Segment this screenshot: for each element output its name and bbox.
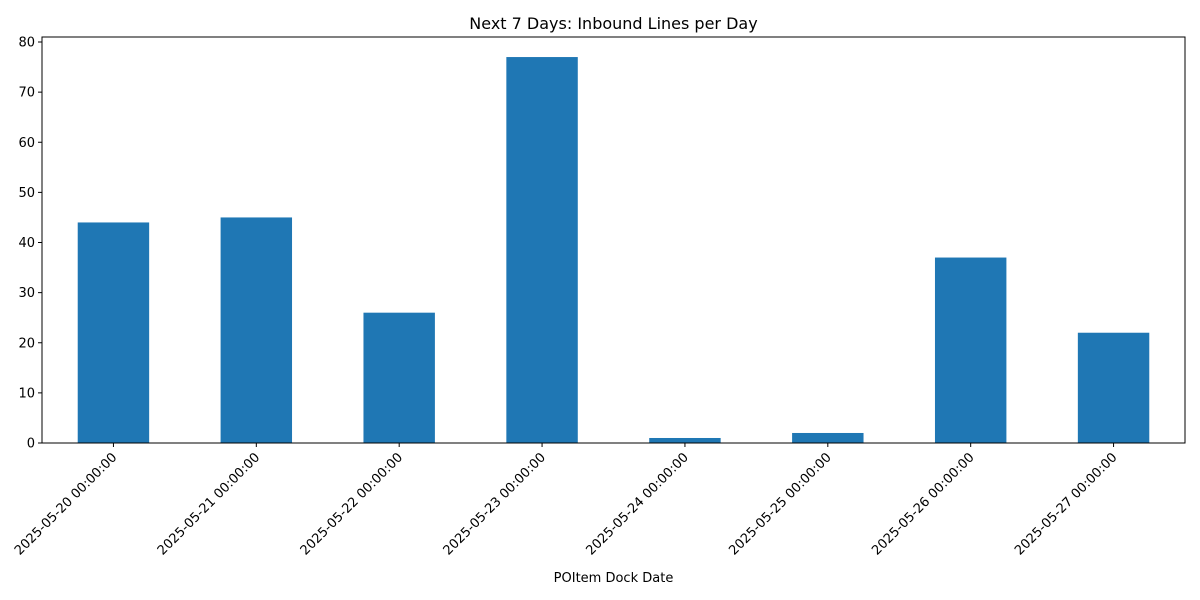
x-tick-label: 2025-05-20 00:00:00 (12, 450, 120, 558)
x-tick-label: 2025-05-26 00:00:00 (869, 450, 977, 558)
y-tick-label: 10 (18, 386, 35, 401)
x-tick-label: 2025-05-24 00:00:00 (584, 450, 692, 558)
x-tick-label: 2025-05-23 00:00:00 (441, 450, 549, 558)
y-tick-label: 30 (18, 286, 35, 301)
x-tick-label: 2025-05-25 00:00:00 (726, 450, 834, 558)
bar-2025-05-24 (649, 437, 721, 443)
x-tick-label: 2025-05-27 00:00:00 (1012, 450, 1120, 558)
bar-2025-05-22 (363, 312, 435, 443)
y-tick-label: 0 (27, 437, 35, 452)
bar-2025-05-23 (506, 57, 578, 444)
x-axis: 2025-05-20 00:00:00 2025-05-21 00:00:00 20… (12, 443, 1120, 558)
y-tick-label: 40 (18, 236, 35, 251)
chart-title: Next 7 Days: Inbound Lines per Day (469, 14, 757, 33)
plot-frame (41, 36, 1186, 444)
x-tick-label: 2025-05-22 00:00:00 (298, 450, 406, 558)
bar-2025-05-21 (220, 217, 293, 443)
x-tick-label: 2025-05-21 00:00:00 (155, 450, 263, 558)
y-axis: 0 10 20 30 40 50 60 70 80 (18, 36, 42, 452)
bars-group (77, 57, 1150, 444)
y-tick-label: 60 (18, 136, 35, 151)
bar-2025-05-27 (1077, 332, 1150, 443)
bar-2025-05-20 (77, 222, 150, 443)
y-tick-label: 70 (18, 86, 35, 101)
y-tick-label: 80 (18, 36, 35, 51)
bar-2025-05-26 (934, 257, 1007, 443)
y-tick-label: 50 (18, 186, 35, 201)
x-axis-label: POItem Dock Date (554, 571, 674, 586)
bar-2025-05-25 (792, 432, 864, 443)
y-tick-label: 20 (18, 336, 35, 351)
